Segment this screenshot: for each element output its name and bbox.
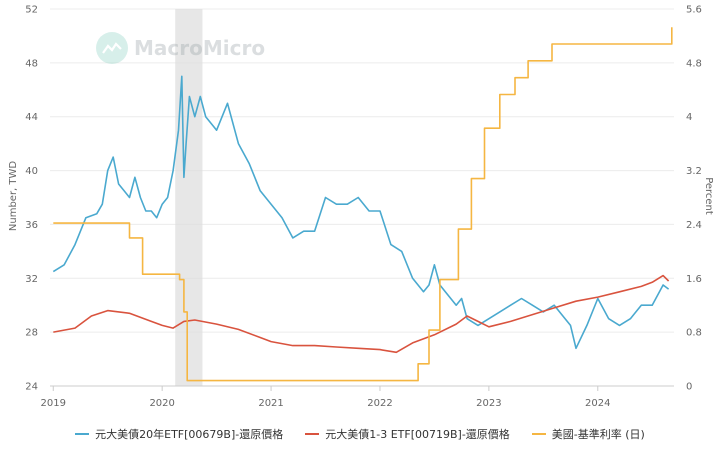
y-tick-right: 4: [686, 112, 692, 123]
recession-shade: [175, 9, 203, 386]
legend-item-3[interactable]: 美國-基準利率 (日): [531, 426, 645, 442]
legend-label: 美國-基準利率 (日): [551, 428, 645, 441]
axis-layer: 24 028 0.832 1.636 2.440 3.244 448 4.852 5.62019…: [25, 5, 702, 410]
grid-layer: [50, 8, 674, 387]
series-line-2: [53, 274, 670, 354]
y-tick-right: 0: [686, 382, 692, 393]
legend-label: 元大美債1-3 ETF[00719B]-還原價格: [325, 428, 510, 441]
y-axis-left-title: Number, TWD: [8, 161, 19, 232]
y-tick-right: 5.6: [686, 5, 702, 16]
shade-layer: [175, 9, 203, 386]
series-line-1: [52, 75, 670, 350]
legend-item-1[interactable]: 元大美債20年ETF[00679B]-還原價格: [75, 426, 283, 442]
y-tick-left: 40: [25, 166, 38, 177]
y-tick-right: 2.4: [686, 220, 702, 231]
y-tick-right: 3.2: [686, 166, 702, 177]
y-axis-right-title: Percent: [703, 177, 714, 215]
x-tick-label: 2020: [149, 398, 174, 409]
y-tick-right: 0.8: [686, 328, 702, 339]
x-tick-label: 2019: [41, 398, 66, 409]
legend: 元大美債20年ETF[00679B]-還原價格 元大美債1-3 ETF[00719…: [0, 426, 720, 442]
x-tick-label: 2022: [367, 398, 392, 409]
legend-label: 元大美債20年ETF[00679B]-還原價格: [95, 428, 284, 441]
x-tick-label: 2021: [258, 398, 283, 409]
legend-swatch: [75, 433, 90, 435]
legend-swatch: [305, 433, 320, 435]
y-tick-left: 44: [25, 112, 38, 123]
legend-item-2[interactable]: 元大美債1-3 ETF[00719B]-還原價格: [305, 426, 510, 442]
y-tick-left: 48: [25, 58, 38, 69]
x-tick-label: 2023: [476, 398, 501, 409]
y-tick-right: 4.8: [686, 58, 702, 69]
y-tick-left: 32: [25, 274, 38, 285]
legend-swatch: [531, 433, 546, 435]
series-line-3: [53, 27, 673, 382]
y-tick-left: 52: [25, 5, 38, 16]
y-tick-right: 1.6: [686, 274, 702, 285]
y-tick-left: 28: [25, 328, 38, 339]
y-tick-left: 24: [25, 382, 38, 393]
y-tick-left: 36: [25, 220, 38, 231]
series-layer: [52, 27, 673, 382]
x-tick-label: 2024: [585, 398, 610, 409]
